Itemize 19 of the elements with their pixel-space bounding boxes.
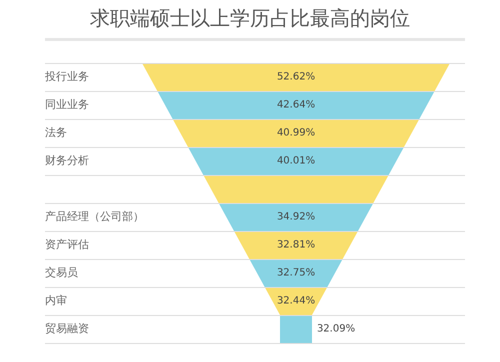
data-label: 32.81% <box>276 240 316 251</box>
category-label: 贸易融资 <box>45 322 89 335</box>
category-label: 财务分析 <box>45 154 89 167</box>
data-label: 32.44% <box>276 296 316 307</box>
text: 求职端硕士以上学历占比最高的岗位 <box>90 6 410 30</box>
data-label: 34.92% <box>276 212 316 223</box>
data-label: 40.01% <box>276 156 316 167</box>
category-label: 法务 <box>45 126 67 139</box>
category-label: 内审 <box>45 294 67 307</box>
category-label: 资产评估 <box>45 238 89 251</box>
category-label: 交易员 <box>45 266 78 279</box>
data-label: 40.99% <box>276 128 316 139</box>
data-label: 32.09% <box>316 324 356 335</box>
category-label: 投行业务 <box>44 70 89 83</box>
category-label: 产品经理（公司部） <box>45 210 144 223</box>
data-label: 42.64% <box>276 100 316 111</box>
data-label: 52.62% <box>276 72 316 83</box>
data-label: 32.75% <box>276 268 316 279</box>
category-label: 同业业务 <box>45 98 89 111</box>
